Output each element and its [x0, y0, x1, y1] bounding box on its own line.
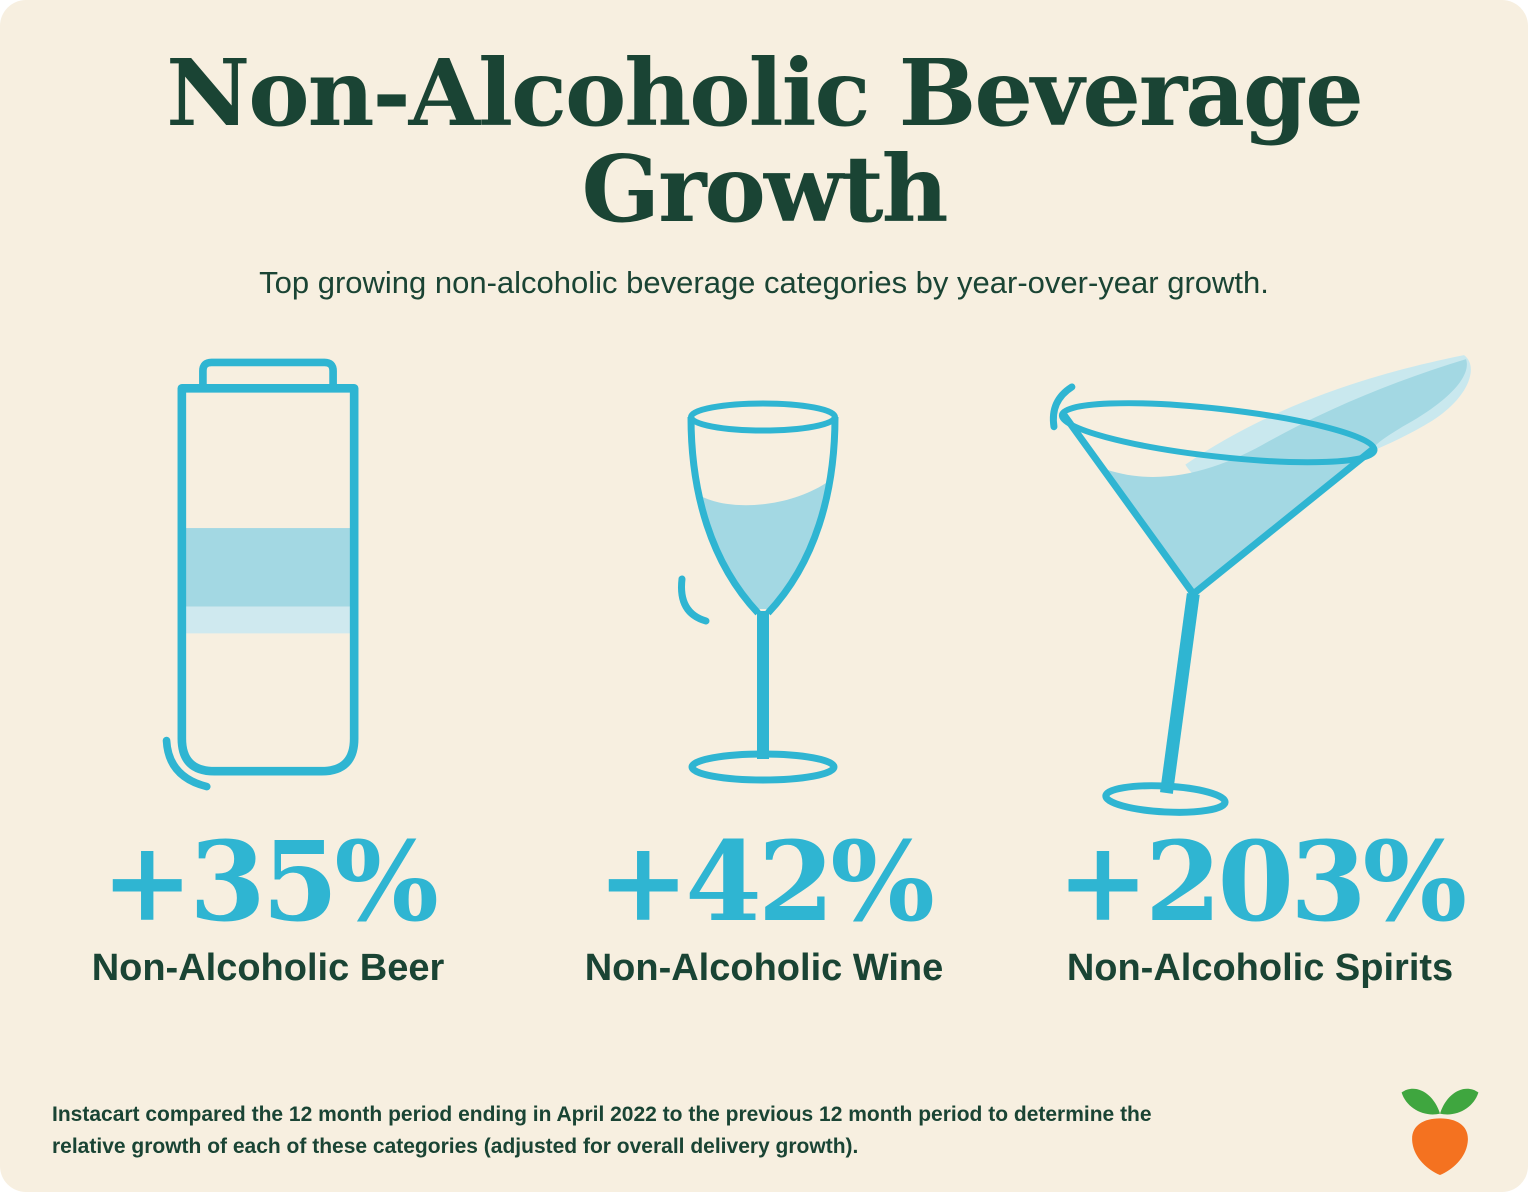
- carrot-leaf-left: [1401, 1088, 1440, 1115]
- footer: Instacart compared the 12 month period e…: [52, 1078, 1488, 1178]
- wine-glass-icon: [678, 400, 839, 784]
- subtitle: Top growing non-alcoholic beverage categ…: [259, 265, 1269, 301]
- martini-glass-icon: [1049, 355, 1471, 817]
- growth-value: +42%: [597, 817, 935, 947]
- page-title-line1: Non-Alcoholic Beverage: [166, 39, 1364, 147]
- page-title-line2: Growth: [581, 134, 949, 243]
- category-beer: +35% Non-Alcoholic Beer: [20, 346, 516, 990]
- categories-grid: +35% Non-Alcoholic Beer: [0, 346, 1528, 990]
- category-label: Non-Alcoholic Beer: [91, 947, 445, 990]
- category-spirits: +203% Non-Alcoholic Spirits: [1012, 346, 1508, 990]
- growth-value: +203%: [1056, 817, 1467, 947]
- carrot-leaf-right: [1440, 1088, 1479, 1115]
- beer-icon-wrap: [153, 346, 383, 821]
- growth-value: +35%: [101, 817, 439, 947]
- page-title: Non-Alcoholic Beverage Growth: [0, 0, 1528, 237]
- category-label: Non-Alcoholic Wine: [584, 947, 944, 990]
- footnote: Instacart compared the 12 month period e…: [52, 1103, 1152, 1158]
- beer-can-icon: [162, 358, 359, 791]
- wine-icon-wrap: [658, 346, 870, 821]
- carrot-body: [1412, 1118, 1468, 1176]
- category-wine: +42% Non-Alcoholic Wine: [516, 346, 1012, 990]
- category-label: Non-Alcoholic Spirits: [1066, 947, 1454, 990]
- martini-icon-wrap: [1046, 346, 1474, 821]
- instacart-carrot-logo: [1401, 1088, 1479, 1176]
